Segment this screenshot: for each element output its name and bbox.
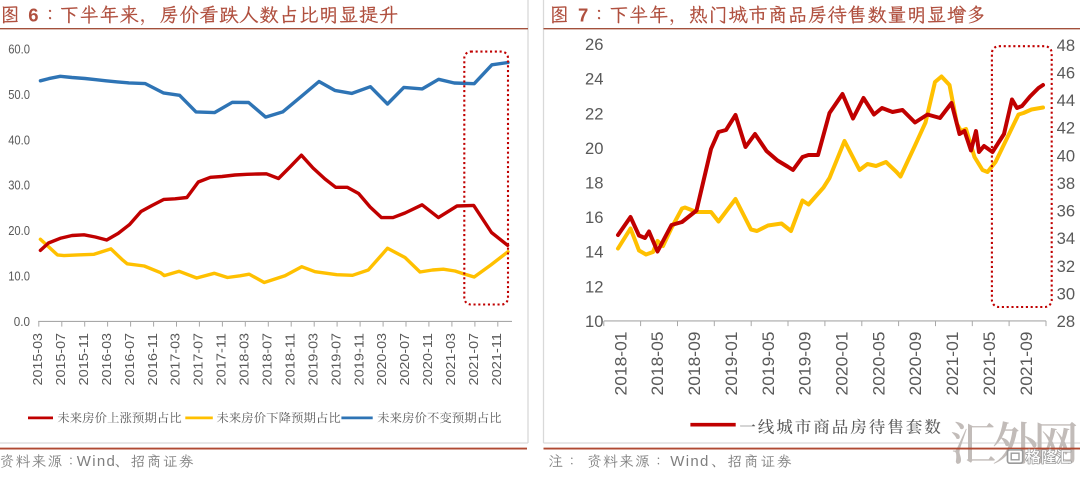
svg-text:14: 14 xyxy=(585,243,603,262)
svg-text:2015-11: 2015-11 xyxy=(77,333,91,386)
svg-text:Wind: Wind xyxy=(670,453,709,470)
svg-text:2020-05: 2020-05 xyxy=(869,332,888,396)
svg-text:46: 46 xyxy=(1057,63,1075,82)
svg-text:2017-03: 2017-03 xyxy=(169,333,183,386)
svg-text:7: 7 xyxy=(578,5,588,26)
svg-text:10.0: 10.0 xyxy=(8,270,30,284)
svg-text:2019-05: 2019-05 xyxy=(759,332,778,396)
svg-text:40.0: 40.0 xyxy=(8,133,30,147)
svg-text:28: 28 xyxy=(1057,312,1075,331)
svg-text:22: 22 xyxy=(585,104,603,123)
svg-text:2017-07: 2017-07 xyxy=(192,333,206,386)
svg-text:48: 48 xyxy=(1057,36,1075,55)
svg-text:2021-05: 2021-05 xyxy=(980,332,999,396)
svg-text:2020-03: 2020-03 xyxy=(375,333,389,386)
svg-text:2018-11: 2018-11 xyxy=(283,333,297,386)
svg-text:10: 10 xyxy=(585,312,603,331)
svg-text:2020-07: 2020-07 xyxy=(398,333,412,386)
svg-text:2020-11: 2020-11 xyxy=(421,333,435,386)
svg-text:18: 18 xyxy=(585,174,603,193)
svg-text:2018-07: 2018-07 xyxy=(261,333,275,386)
svg-text:2021-03: 2021-03 xyxy=(444,333,458,386)
svg-text:16: 16 xyxy=(585,208,603,227)
svg-text:40: 40 xyxy=(1057,146,1075,165)
svg-text:2019-09: 2019-09 xyxy=(796,332,815,396)
svg-text:2021-11: 2021-11 xyxy=(490,333,504,386)
svg-text:44: 44 xyxy=(1057,91,1075,110)
svg-text:2019-07: 2019-07 xyxy=(329,333,343,386)
svg-text:2019-03: 2019-03 xyxy=(306,333,320,386)
svg-text:2016-07: 2016-07 xyxy=(123,333,137,386)
svg-text:2018-03: 2018-03 xyxy=(238,333,252,386)
svg-text:32: 32 xyxy=(1057,257,1075,276)
svg-text:6: 6 xyxy=(28,5,38,26)
svg-text:24: 24 xyxy=(585,70,603,89)
svg-text:2015-07: 2015-07 xyxy=(54,333,68,386)
svg-text:20.0: 20.0 xyxy=(8,224,30,238)
svg-text:2020-01: 2020-01 xyxy=(833,332,852,396)
svg-text:2016-03: 2016-03 xyxy=(100,333,114,386)
svg-text:12: 12 xyxy=(585,277,603,296)
svg-text:60.0: 60.0 xyxy=(8,43,30,57)
svg-text:2015-03: 2015-03 xyxy=(31,333,45,386)
svg-text:50.0: 50.0 xyxy=(8,88,30,102)
svg-text:38: 38 xyxy=(1057,174,1075,193)
svg-text:0.0: 0.0 xyxy=(14,315,30,329)
svg-text:2020-09: 2020-09 xyxy=(906,332,925,396)
svg-text:34: 34 xyxy=(1057,229,1075,248)
svg-text:2018-01: 2018-01 xyxy=(611,332,630,396)
svg-text:2016-11: 2016-11 xyxy=(146,333,160,386)
svg-text:30: 30 xyxy=(1057,285,1075,304)
svg-text:Wind: Wind xyxy=(77,453,116,470)
svg-text:2019-11: 2019-11 xyxy=(352,333,366,386)
svg-text:2021-09: 2021-09 xyxy=(1017,332,1036,396)
svg-text:20: 20 xyxy=(585,139,603,158)
svg-text:2017-11: 2017-11 xyxy=(215,333,229,386)
svg-text:2018-09: 2018-09 xyxy=(685,332,704,396)
svg-text:2019-01: 2019-01 xyxy=(722,332,741,396)
svg-text:26: 26 xyxy=(585,35,603,54)
svg-text:2021-01: 2021-01 xyxy=(943,332,962,396)
svg-text:30.0: 30.0 xyxy=(8,179,30,193)
svg-text:36: 36 xyxy=(1057,202,1075,221)
svg-text:42: 42 xyxy=(1057,119,1075,138)
svg-text:2018-05: 2018-05 xyxy=(648,332,667,396)
svg-text:2021-07: 2021-07 xyxy=(467,333,481,386)
